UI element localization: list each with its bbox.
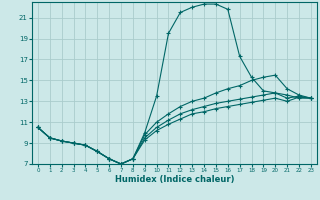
X-axis label: Humidex (Indice chaleur): Humidex (Indice chaleur) <box>115 175 234 184</box>
